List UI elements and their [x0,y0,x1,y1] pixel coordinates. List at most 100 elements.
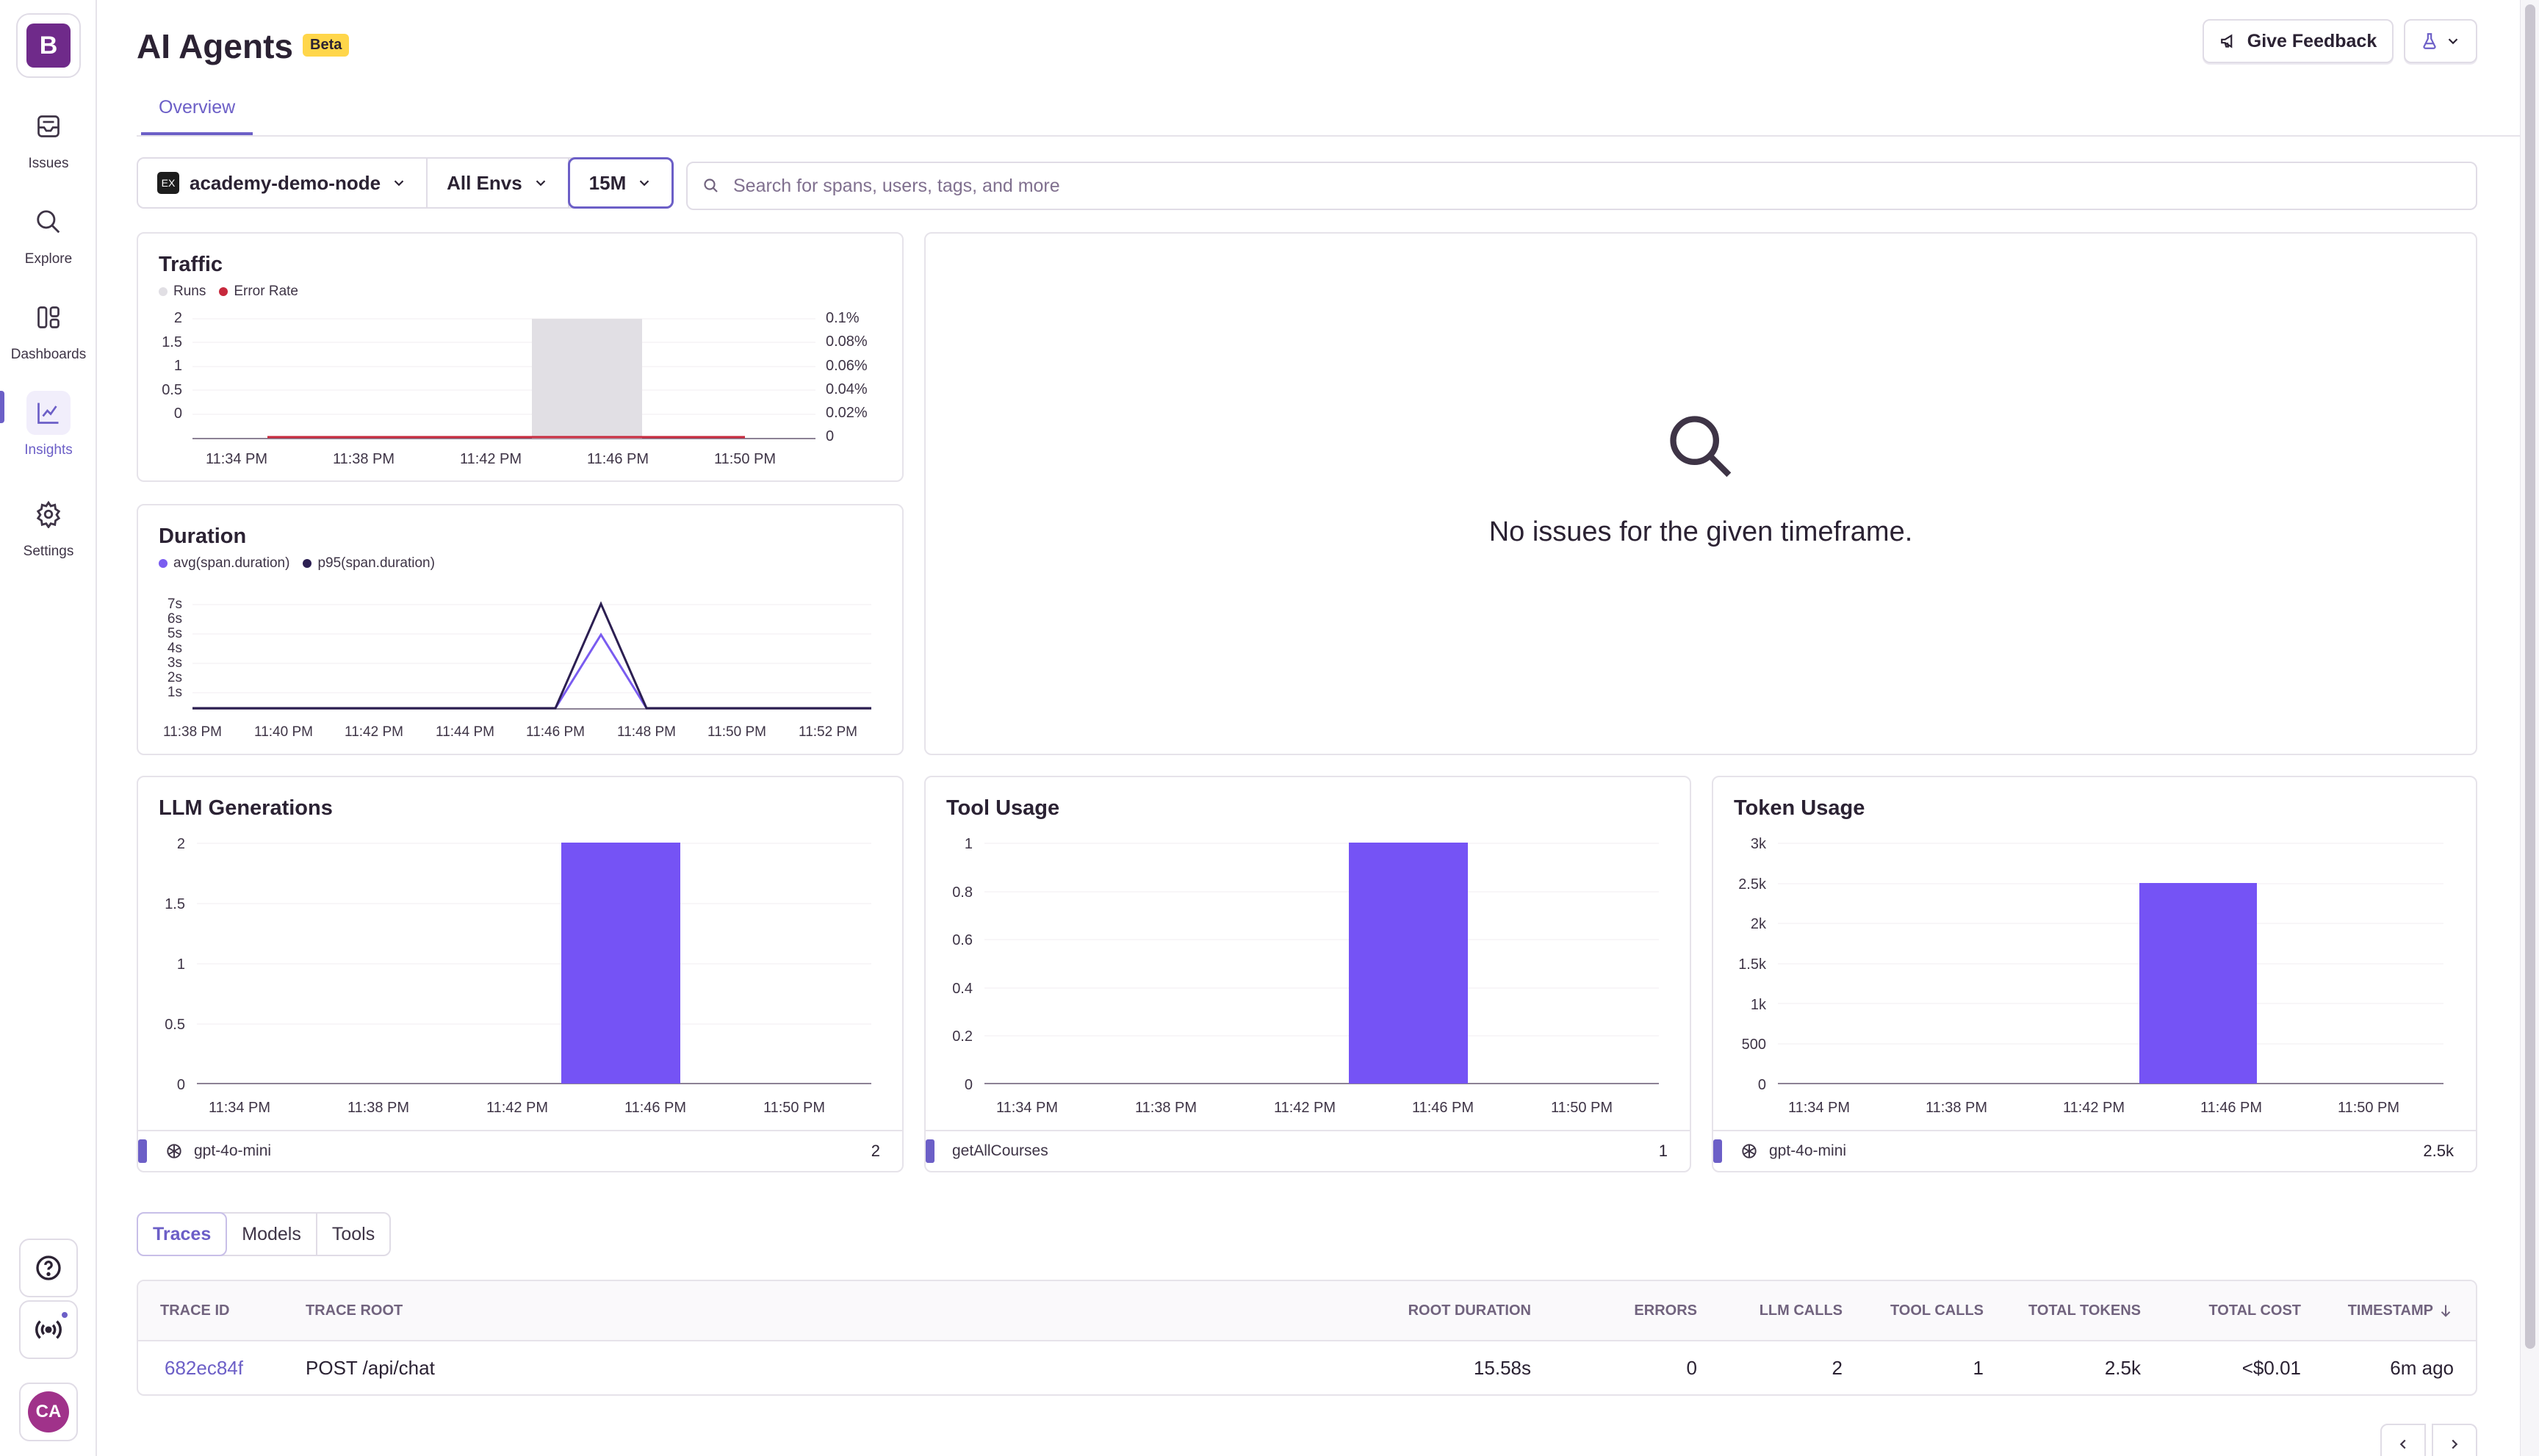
trace-id-link[interactable]: 682ec84f [165,1356,243,1379]
x-tick: 11:50 PM [763,1100,825,1116]
legend-item-avg[interactable]: avg(span.duration) [159,555,289,572]
llm-generations-bar[interactable] [561,843,680,1084]
y2-tick: 0.06% [826,358,868,374]
sidebar-item-label: Explore [24,251,73,267]
y-tick: 6s [168,611,182,627]
x-tick: 11:50 PM [714,451,776,467]
sidebar-item-dashboards[interactable]: Dashboards [0,295,97,376]
token-usage-bar[interactable] [2139,883,2257,1084]
y-tick: 2 [177,836,185,852]
runs-bar[interactable] [532,319,642,439]
x-tick: 11:34 PM [1788,1100,1850,1116]
column-header-trace-id[interactable]: TRACE ID [160,1302,230,1319]
column-header-timestamp-label: TIMESTAMP [2347,1302,2433,1319]
duration-chart: 7s 6s 5s 4s 3s 2s 1s 11:38 PM 11:40 PM 1… [163,597,871,740]
series-name: gpt-4o-mini [194,1142,272,1159]
search-icon [704,179,718,192]
y-tick: 2 [174,310,182,326]
y-tick: 0.8 [952,884,973,901]
tab-overview[interactable]: Overview [141,97,253,135]
help-button[interactable] [19,1239,78,1297]
x-tick: 11:42 PM [460,451,522,467]
traffic-chart: 2 1.5 1 0.5 0 0.1% 0.08% 0.06% 0.04% 0.0… [162,310,868,467]
gear-icon [36,500,61,528]
insights-icon [37,403,59,424]
page-filters: EX academy-demo-node All Envs 15M [137,157,674,209]
table-tabs: Traces Models Tools [137,1212,392,1256]
tool-usage-bar[interactable] [1349,843,1468,1084]
column-header-root-duration[interactable]: ROOT DURATION [1408,1302,1531,1319]
broadcast-button[interactable] [19,1300,78,1359]
x-tick: 11:42 PM [345,724,403,740]
series-value: 2.5k [2423,1142,2454,1160]
y-tick: 0 [177,1077,185,1093]
column-header-total-tokens[interactable]: TOTAL TOKENS [2028,1302,2141,1319]
next-page-button[interactable] [2432,1424,2477,1456]
y-tick: 0 [174,406,182,422]
search-input[interactable] [733,175,2423,197]
table-row[interactable]: 682ec84f POST /api/chat 15.58s 0 2 1 2.5… [138,1341,2476,1394]
previous-page-button[interactable] [2380,1424,2426,1456]
x-tick: 11:34 PM [209,1100,270,1116]
search-icon [1670,416,1732,477]
dashboards-icon [37,306,60,328]
project-selector[interactable]: EX academy-demo-node [138,159,428,207]
legend-item-error-rate[interactable]: Error Rate [219,284,298,300]
empty-state-message: No issues for the given timeframe. [1488,516,1913,547]
llm-calls-cell: 2 [1832,1356,1843,1379]
sidebar-item-insights[interactable]: Insights [0,391,97,472]
x-tick: 11:38 PM [333,451,395,467]
token-usage-chart: 3k 2.5k 2k 1.5k 1k 500 0 11:34 PM 11:38 … [1738,836,2443,1116]
series-color-marker [138,1139,147,1163]
x-tick: 11:50 PM [2338,1100,2399,1116]
y-tick: 1k [1751,997,1767,1013]
sidebar: B Issues Explore Dashboards Insights Set… [0,0,97,1456]
scrollbar-thumb[interactable] [2525,4,2535,1349]
legend-item-p95[interactable]: p95(span.duration) [303,555,435,572]
time-range-selector[interactable]: 15M [567,157,674,209]
tab-models[interactable]: Models [227,1214,317,1255]
y2-tick: 0.1% [826,310,860,326]
panel-title: LLM Generations [159,796,333,820]
page-scrollbar[interactable] [2520,0,2539,1456]
column-header-trace-root[interactable]: TRACE ROOT [306,1302,403,1319]
y-tick: 0 [965,1077,973,1093]
x-tick: 11:50 PM [707,724,766,740]
column-header-tool-calls[interactable]: TOOL CALLS [1890,1302,1984,1319]
sidebar-item-issues[interactable]: Issues [0,104,97,185]
errors-cell: 0 [1686,1356,1697,1379]
x-tick: 11:34 PM [206,451,267,467]
sidebar-item-explore[interactable]: Explore [0,200,97,281]
give-feedback-button[interactable]: Give Feedback [2203,19,2394,63]
column-header-errors[interactable]: ERRORS [1634,1302,1697,1319]
openai-icon [1742,1144,1757,1158]
sidebar-item-settings[interactable]: Settings [0,492,97,573]
user-menu-button[interactable]: CA [19,1383,78,1441]
org-switcher-button[interactable]: B [16,13,81,78]
traffic-panel: Traffic Runs Error Rate 2 1.5 1 0.5 0 0.… [137,232,904,482]
column-header-timestamp[interactable]: TIMESTAMP [2348,1281,2454,1340]
tab-tools[interactable]: Tools [331,1223,375,1244]
x-tick: 11:46 PM [624,1100,686,1116]
x-tick: 11:52 PM [799,724,857,740]
y-tick: 1s [168,685,182,700]
column-header-llm-calls[interactable]: LLM CALLS [1759,1302,1843,1319]
table-header: TRACE ID TRACE ROOT ROOT DURATION ERRORS… [138,1281,2476,1341]
environment-selector[interactable]: All Envs [428,159,569,207]
y-tick: 0 [1758,1077,1766,1093]
legend-item-runs[interactable]: Runs [159,284,206,300]
chevron-down-icon [536,180,545,187]
feature-flags-dropdown[interactable] [2404,19,2477,63]
environment-label: All Envs [447,171,522,194]
x-tick: 11:44 PM [436,724,494,740]
series-name: gpt-4o-mini [1769,1142,1847,1159]
x-tick: 11:38 PM [1135,1100,1197,1116]
org-avatar: B [26,24,71,68]
y-tick: 0.4 [952,981,973,997]
y-tick: 4s [168,641,182,656]
notification-dot [60,1311,69,1319]
tab-traces[interactable]: Traces [137,1212,228,1256]
flask-icon [2423,33,2436,49]
column-header-total-cost[interactable]: TOTAL COST [2208,1302,2301,1319]
page-tabs: Overview [137,91,2520,137]
